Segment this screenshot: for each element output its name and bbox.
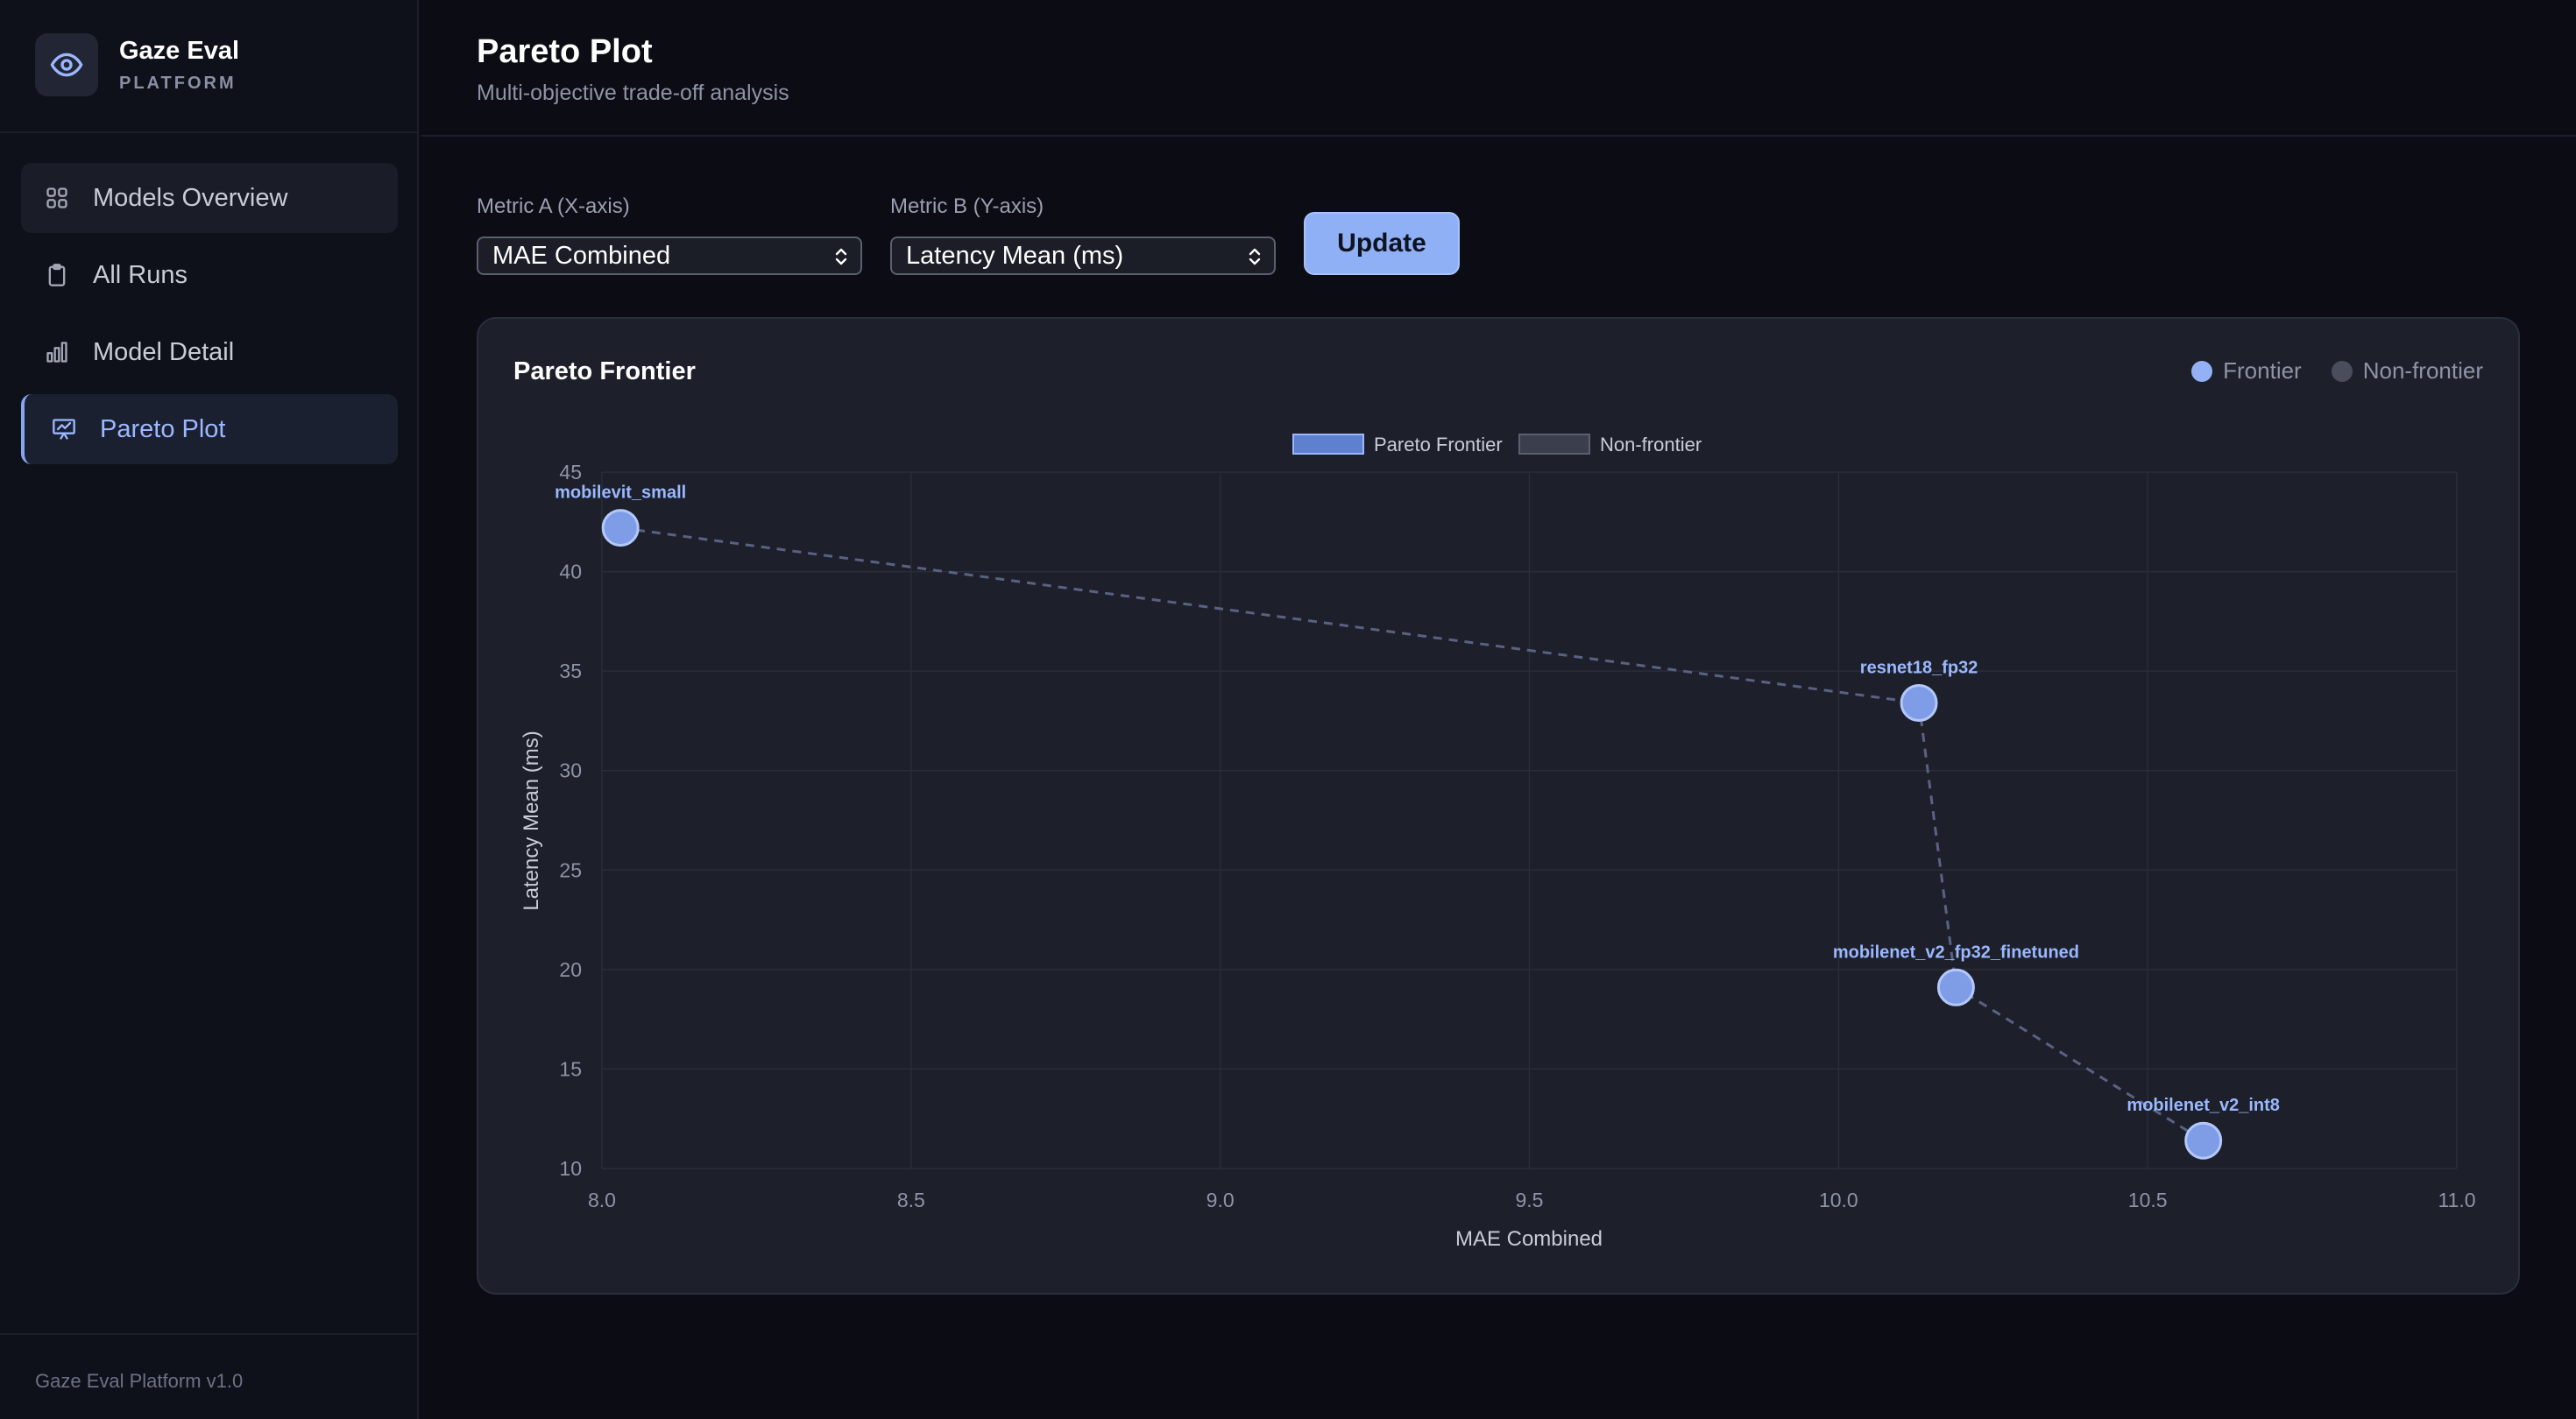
- y-tick-label: 35: [559, 660, 582, 682]
- chart-ticks: 8.0 8.5 9.0 9.5 10.0 10.5 11.0 10 15 20 25 30 35 40 45: [559, 461, 2475, 1211]
- data-point-mobilenet-v2-int8[interactable]: [2184, 1121, 2223, 1160]
- card-legend: Frontier Non-frontier: [2162, 357, 2483, 385]
- legend-swatch-non-frontier: [1518, 434, 1590, 455]
- x-tick-label: 10.0: [1819, 1189, 1858, 1211]
- data-point-label: mobilenet_v2_int8: [2127, 1096, 2280, 1115]
- sidebar-item-label: Model Detail: [93, 337, 235, 366]
- bar-chart-icon: [44, 339, 70, 365]
- sidebar: Gaze Eval PLATFORM Models Overview All R…: [0, 0, 419, 1419]
- sidebar-item-label: Models Overview: [93, 183, 288, 212]
- data-point-mobilenet-v2-fp32-finetuned[interactable]: [1936, 968, 1975, 1006]
- pareto-chart: Pareto Frontier Non-frontier 8.0 8.5 9.0 9.…: [520, 434, 2476, 1251]
- sidebar-item-label: Pareto Plot: [100, 414, 226, 443]
- metric-b-select[interactable]: Latency Mean (ms): [890, 236, 1276, 275]
- card-title: Pareto Frontier: [513, 357, 696, 385]
- sidebar-item-models-overview[interactable]: Models Overview: [21, 163, 398, 233]
- legend-series-non-frontier: Non-frontier: [1600, 434, 1702, 455]
- non-frontier-dot-icon: [2331, 360, 2353, 382]
- y-tick-label: 30: [559, 759, 582, 782]
- page-title: Pareto Plot: [477, 33, 653, 70]
- clipboard-icon: [44, 262, 70, 288]
- legend-non-frontier-label: Non-frontier: [2362, 357, 2483, 384]
- sidebar-item-pareto-plot[interactable]: Pareto Plot: [21, 394, 398, 464]
- chevron-up-down-icon: [1249, 248, 1261, 265]
- y-tick-label: 25: [559, 858, 582, 881]
- frontier-dot-icon: [2191, 360, 2213, 382]
- frontier-connector: [619, 526, 2204, 1142]
- sidebar-item-model-detail[interactable]: Model Detail: [21, 317, 398, 387]
- chart-points: mobilevit_small resnet18_fp32 mobilenet_v2…: [555, 484, 2280, 1160]
- brand-subtitle: PLATFORM: [119, 74, 237, 93]
- sidebar-nav: Models Overview All Runs Model Detail: [21, 163, 398, 471]
- y-tick-label: 15: [559, 1057, 582, 1080]
- pareto-card: Pareto Frontier Frontier Non-frontier Pa…: [477, 317, 2520, 1295]
- legend-swatch-frontier: [1292, 434, 1364, 455]
- x-tick-label: 9.0: [1207, 1189, 1235, 1211]
- metric-a-label: Metric A (X-axis): [477, 194, 630, 218]
- x-tick-label: 9.5: [1516, 1189, 1544, 1211]
- metric-a-value: MAE Combined: [492, 241, 671, 270]
- legend-series-frontier: Pareto Frontier: [1374, 434, 1503, 455]
- y-tick-label: 10: [559, 1157, 582, 1180]
- sidebar-footer: Gaze Eval Platform v1.0: [0, 1333, 417, 1419]
- y-axis-label: Latency Mean (ms): [520, 731, 543, 910]
- data-point-resnet18-fp32[interactable]: [1900, 683, 1938, 722]
- data-point-label: mobilenet_v2_fp32_finetuned: [1833, 942, 2079, 962]
- x-tick-label: 10.5: [2128, 1189, 2168, 1211]
- x-tick-label: 11.0: [2438, 1189, 2475, 1211]
- legend-frontier-label: Frontier: [2223, 357, 2302, 384]
- y-tick-label: 45: [559, 461, 582, 484]
- chart-grid: [601, 471, 2458, 1169]
- metric-a-select[interactable]: MAE Combined: [477, 236, 862, 275]
- page-subtitle: Multi-objective trade-off analysis: [477, 81, 789, 105]
- sidebar-item-label: All Runs: [93, 260, 188, 289]
- update-button[interactable]: Update: [1304, 212, 1460, 275]
- frontier-line: [619, 526, 2204, 1142]
- metric-b-value: Latency Mean (ms): [906, 241, 1124, 270]
- version-text: Gaze Eval Platform v1.0: [35, 1370, 244, 1392]
- brand: Gaze Eval PLATFORM: [0, 0, 417, 133]
- data-point-label: mobilevit_small: [555, 484, 686, 503]
- sidebar-item-all-runs[interactable]: All Runs: [21, 240, 398, 310]
- presentation-chart-icon: [51, 416, 77, 442]
- y-tick-label: 20: [559, 958, 582, 981]
- brand-title: Gaze Eval: [119, 37, 240, 65]
- chart-legend: Pareto Frontier Non-frontier: [1292, 434, 1702, 455]
- page-header: Pareto Plot Multi-objective trade-off an…: [421, 0, 2576, 137]
- legend-non-frontier: Non-frontier: [2331, 357, 2483, 385]
- metric-b-label: Metric B (Y-axis): [890, 194, 1044, 218]
- x-tick-label: 8.5: [897, 1189, 925, 1211]
- x-tick-label: 8.0: [588, 1189, 616, 1211]
- y-tick-label: 40: [559, 561, 582, 583]
- grid-icon: [44, 185, 70, 211]
- data-point-mobilevit-small[interactable]: [601, 509, 640, 547]
- chevron-up-down-icon: [835, 248, 847, 265]
- data-point-label: resnet18_fp32: [1860, 658, 1978, 677]
- legend-frontier: Frontier: [2191, 357, 2302, 385]
- x-axis-label: MAE Combined: [1455, 1227, 1603, 1251]
- eye-icon: [35, 33, 98, 96]
